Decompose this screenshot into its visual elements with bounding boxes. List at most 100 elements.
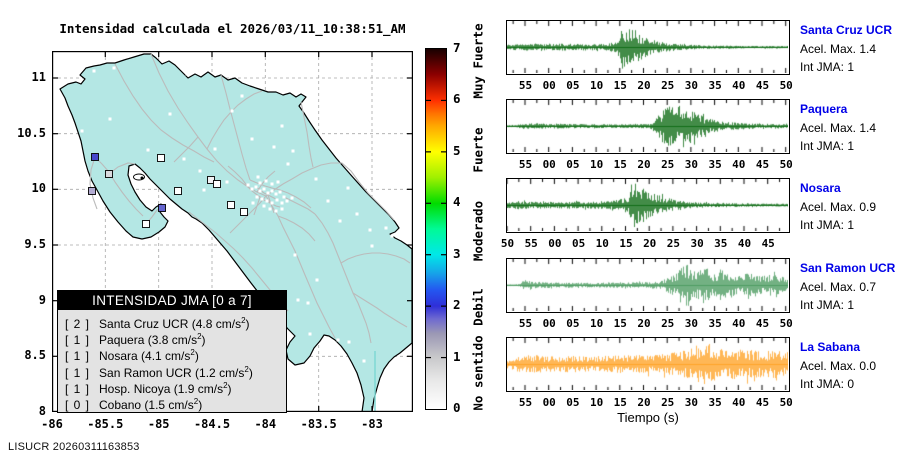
- station-dot: [230, 109, 234, 113]
- legend-paren: ): [194, 349, 199, 364]
- watermark: LISUCR 20260311163853: [8, 441, 140, 453]
- road-line: [253, 196, 261, 216]
- station-dot: [362, 359, 366, 363]
- legend-accel-value: (1.9 cm/s: [170, 381, 224, 396]
- road-line: [247, 186, 281, 208]
- longitude-tick-label: -84.5: [193, 417, 231, 431]
- station-dot: [202, 188, 206, 192]
- station-dot: [108, 117, 112, 121]
- legend-station-name: Paquera: [99, 333, 145, 348]
- latitude-tick-label: 8.5: [24, 348, 46, 363]
- station-dot: [246, 183, 250, 187]
- legend-row: [ 1 ] Hosp. Nicoya (1.9 cm/s2): [58, 378, 286, 396]
- station-dot: [276, 180, 280, 184]
- station-dot: [213, 147, 217, 151]
- legend-row: [ 1 ] Nosara (4.1 cm/s2): [58, 345, 286, 364]
- station-dot: [270, 182, 274, 186]
- longitude-tick-label: -85.5: [87, 417, 124, 431]
- station-info: Santa Cruz UCR Acel. Max. 1.4 Int JMA: 1: [800, 21, 908, 77]
- station-dot: [282, 195, 286, 199]
- station-dot: [262, 204, 266, 208]
- road-line: [300, 101, 314, 168]
- time-tick-label: 30: [684, 79, 699, 92]
- time-tick-label: 30: [684, 396, 699, 409]
- colorbar-tick-label: 5: [453, 142, 461, 158]
- seismogram-panel: [506, 99, 790, 154]
- time-tick-label: 55: [518, 396, 533, 409]
- legend-accel-value: (4.8 cm/s: [188, 317, 242, 331]
- time-tick-label: 50: [779, 396, 793, 409]
- int-jma-label: Int JMA: 1: [800, 60, 855, 74]
- intensity-marker: [174, 187, 182, 195]
- latitude-tick-label: 8: [38, 404, 46, 418]
- station-dot: [275, 198, 279, 202]
- seismogram-panel: [506, 178, 790, 233]
- time-tick-label: 35: [708, 396, 722, 409]
- legend-unit-sup: 2: [244, 364, 249, 374]
- station-dot: [296, 298, 300, 302]
- intensity-marker: [157, 154, 165, 162]
- station-info: Nosara Acel. Max. 0.9 Int JMA: 1: [800, 179, 908, 235]
- legend-jma-value: [ 1 ]: [65, 365, 91, 380]
- time-tick-label: 05: [566, 79, 580, 92]
- station-name-label: San Ramon UCR: [800, 261, 896, 275]
- legend-unit-sup: 2: [197, 332, 202, 342]
- station-dot: [262, 187, 266, 191]
- legend-jma-value: [ 1 ]: [65, 349, 91, 364]
- station-info: San Ramon UCR Acel. Max. 0.7 Int JMA: 1: [800, 259, 908, 315]
- station-dot: [255, 195, 259, 199]
- station-dot: [280, 207, 284, 211]
- seismogram-panel: [506, 258, 790, 313]
- map-title: Intensidad calculada el 2026/03/11_10:38…: [59, 21, 406, 36]
- time-tick-label: 20: [637, 79, 651, 92]
- station-dot: [254, 185, 258, 189]
- time-tick-label: 10: [595, 237, 609, 250]
- time-tick-label: 25: [666, 237, 681, 250]
- station-name-label: Paquera: [800, 102, 848, 116]
- time-tick-label: 55: [518, 158, 533, 171]
- time-tick-label: 05: [571, 237, 586, 250]
- station-dot: [112, 66, 116, 70]
- station-name-label: Santa Cruz UCR: [800, 23, 893, 37]
- intensity-marker: [227, 201, 235, 209]
- time-tick-label: 40: [732, 158, 746, 171]
- road-line: [283, 196, 316, 215]
- time-tick-label: 20: [643, 237, 657, 250]
- station-dot: [390, 234, 394, 238]
- time-tick-label: 05: [566, 317, 580, 330]
- time-tick-label: 45: [755, 158, 770, 171]
- station-dot: [80, 129, 84, 133]
- time-tick-label: 50: [779, 79, 793, 92]
- legend-paren: ): [248, 365, 253, 380]
- time-tick-label: 35: [708, 79, 722, 92]
- station-dot: [314, 177, 318, 181]
- time-tick-label: 40: [732, 396, 746, 409]
- station-dot: [355, 212, 359, 216]
- time-tick-label: 10: [589, 396, 604, 409]
- station-dot: [251, 201, 255, 205]
- station-dot: [280, 201, 284, 205]
- colorbar-tick-label: 3: [453, 245, 461, 261]
- int-jma-label: Int JMA: 0: [800, 377, 855, 391]
- time-tick-label: 30: [690, 237, 704, 250]
- road-line: [340, 252, 411, 264]
- time-tick-label: 35: [708, 317, 722, 330]
- station-dot: [285, 199, 289, 203]
- intensity-colorbar: [425, 48, 447, 410]
- station-dot: [338, 219, 342, 223]
- time-tick-label: 15: [613, 79, 627, 92]
- road-line: [173, 136, 199, 163]
- legend-accel-value: (1.5 cm/s: [141, 397, 194, 412]
- legend-body: [ 2 ] Santa Cruz UCR (4.8 cm/s2)[ 1 ] Paqu…: [58, 310, 286, 412]
- acel-max-label: Acel. Max. 0.9: [800, 199, 877, 214]
- acel-max-label: Acel. Max. 1.4: [800, 41, 877, 56]
- seismogram-panel: [506, 20, 790, 75]
- station-dot: [146, 148, 150, 152]
- station-dot: [266, 191, 270, 195]
- road-line: [277, 215, 316, 242]
- road-line: [114, 63, 215, 163]
- legend-title: INTENSIDAD JMA [0 a 7]: [58, 291, 286, 310]
- station-info: Paquera Acel. Max. 1.4 Int JMA: 1: [800, 100, 908, 156]
- colorbar-scale-label: Muy Fuerte: [470, 23, 486, 99]
- time-tick-label: 15: [619, 237, 633, 250]
